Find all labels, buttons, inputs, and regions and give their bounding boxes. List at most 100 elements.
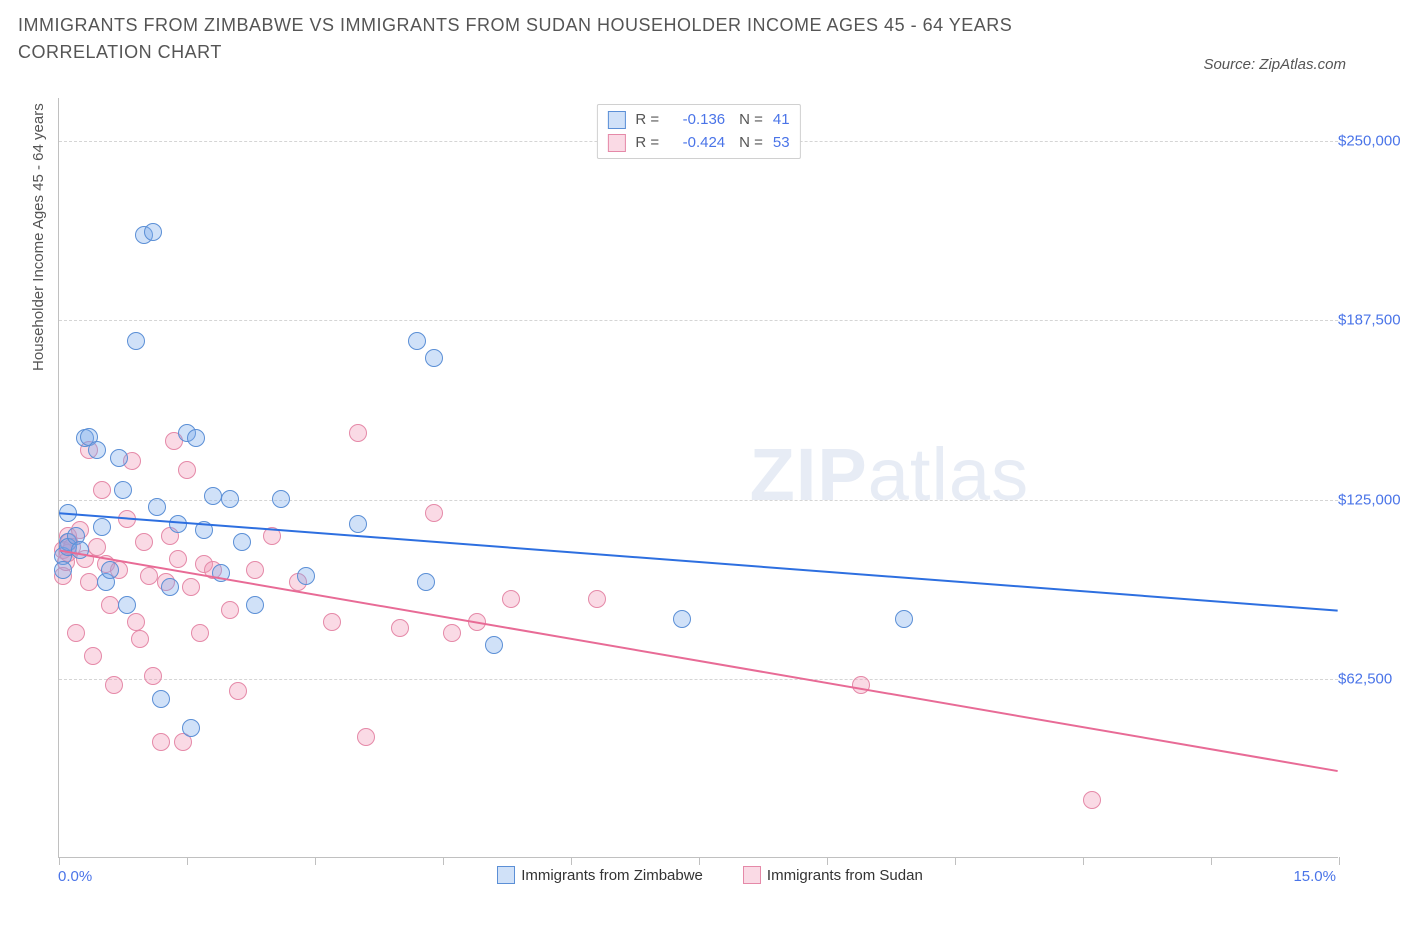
data-point	[161, 578, 179, 596]
data-point	[178, 461, 196, 479]
data-point	[297, 567, 315, 585]
data-point	[71, 541, 89, 559]
x-tick	[187, 857, 188, 865]
legend-item-b: Immigrants from Sudan	[743, 866, 923, 884]
x-tick	[955, 857, 956, 865]
data-point	[673, 610, 691, 628]
data-point	[110, 449, 128, 467]
data-point	[408, 332, 426, 350]
y-tick-label: $125,000	[1338, 491, 1406, 508]
x-tick	[1339, 857, 1340, 865]
data-point	[131, 630, 149, 648]
gridline	[59, 679, 1338, 680]
n-label-b: N =	[739, 132, 763, 155]
data-point	[357, 728, 375, 746]
source-label: Source: ZipAtlas.com	[1203, 56, 1346, 73]
data-point	[588, 590, 606, 608]
legend-row-a: R = -0.136 N = 41	[607, 109, 789, 132]
watermark-zip: ZIP	[750, 433, 868, 516]
data-point	[118, 510, 136, 528]
data-point	[468, 613, 486, 631]
data-point	[118, 596, 136, 614]
legend-row-b: R = -0.424 N = 53	[607, 132, 789, 155]
swatch-a	[607, 111, 625, 129]
data-point	[88, 441, 106, 459]
data-point	[169, 550, 187, 568]
chart-area: Householder Income Ages 45 - 64 years ZI…	[34, 98, 1386, 888]
watermark: ZIPatlas	[750, 432, 1029, 517]
data-point	[425, 504, 443, 522]
data-point	[204, 487, 222, 505]
y-tick-label: $62,500	[1338, 670, 1406, 687]
r-value-a: -0.136	[669, 109, 725, 132]
data-point	[84, 647, 102, 665]
data-point	[485, 636, 503, 654]
x-tick	[827, 857, 828, 865]
n-value-a: 41	[773, 109, 790, 132]
data-point	[152, 690, 170, 708]
trend-line	[59, 551, 1337, 772]
n-label-a: N =	[739, 109, 763, 132]
data-point	[105, 676, 123, 694]
data-point	[221, 490, 239, 508]
data-point	[233, 533, 251, 551]
data-point	[443, 624, 461, 642]
x-tick	[571, 857, 572, 865]
data-point	[80, 573, 98, 591]
data-point	[67, 624, 85, 642]
legend-label-a: Immigrants from Zimbabwe	[521, 867, 703, 884]
r-value-b: -0.424	[669, 132, 725, 155]
data-point	[895, 610, 913, 628]
data-point	[349, 515, 367, 533]
watermark-atlas: atlas	[868, 433, 1029, 516]
data-point	[263, 527, 281, 545]
data-point	[93, 481, 111, 499]
data-point	[169, 515, 187, 533]
top-legend: R = -0.136 N = 41 R = -0.424 N = 53	[596, 104, 800, 159]
data-point	[88, 538, 106, 556]
y-tick-label: $250,000	[1338, 133, 1406, 150]
x-tick	[315, 857, 316, 865]
data-point	[182, 578, 200, 596]
swatch-b-bottom	[743, 866, 761, 884]
data-point	[148, 498, 166, 516]
x-label-max: 15.0%	[1293, 868, 1336, 885]
data-point	[852, 676, 870, 694]
x-tick	[1083, 857, 1084, 865]
data-point	[59, 504, 77, 522]
x-tick	[699, 857, 700, 865]
data-point	[212, 564, 230, 582]
data-point	[272, 490, 290, 508]
data-point	[101, 561, 119, 579]
data-point	[127, 332, 145, 350]
data-point	[191, 624, 209, 642]
data-point	[152, 733, 170, 751]
data-point	[417, 573, 435, 591]
data-point	[391, 619, 409, 637]
data-point	[349, 424, 367, 442]
data-point	[246, 561, 264, 579]
data-point	[187, 429, 205, 447]
data-point	[1083, 791, 1101, 809]
data-point	[425, 349, 443, 367]
data-point	[502, 590, 520, 608]
data-point	[246, 596, 264, 614]
data-point	[144, 223, 162, 241]
data-point	[54, 561, 72, 579]
bottom-legend: Immigrants from Zimbabwe Immigrants from…	[34, 866, 1386, 884]
legend-item-a: Immigrants from Zimbabwe	[497, 866, 703, 884]
data-point	[93, 518, 111, 536]
swatch-b	[607, 134, 625, 152]
data-point	[101, 596, 119, 614]
data-point	[229, 682, 247, 700]
data-point	[135, 533, 153, 551]
x-tick	[1211, 857, 1212, 865]
n-value-b: 53	[773, 132, 790, 155]
x-tick	[59, 857, 60, 865]
r-label-a: R =	[635, 109, 659, 132]
x-label-min: 0.0%	[58, 868, 92, 885]
x-tick	[443, 857, 444, 865]
chart-title: IMMIGRANTS FROM ZIMBABWE VS IMMIGRANTS F…	[18, 12, 1118, 66]
data-point	[140, 567, 158, 585]
chart-container: IMMIGRANTS FROM ZIMBABWE VS IMMIGRANTS F…	[0, 0, 1406, 78]
